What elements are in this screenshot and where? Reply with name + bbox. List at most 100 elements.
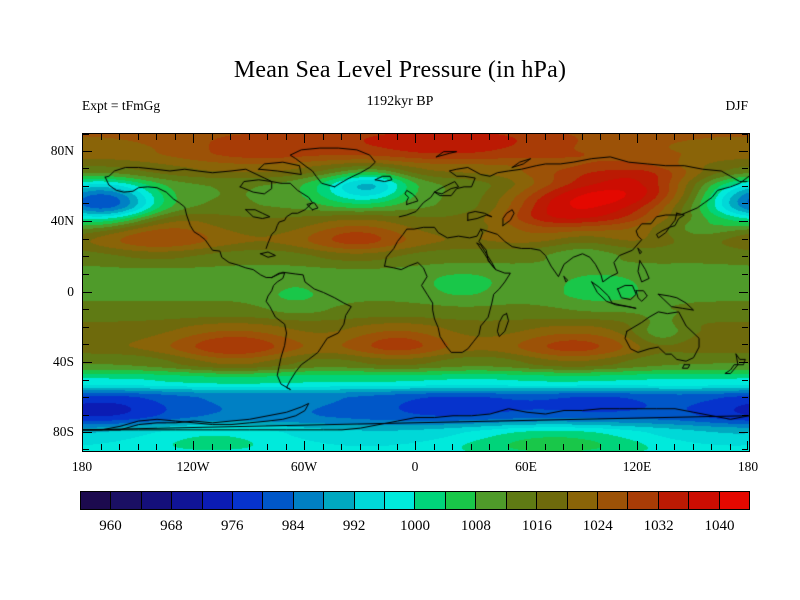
x-axis-tick [156, 444, 157, 450]
y-axis-tick [83, 238, 89, 240]
x-axis-tick [711, 134, 712, 140]
x-axis-tick [230, 134, 231, 140]
colorbar-bands [80, 491, 750, 510]
colorbar-band [445, 492, 477, 509]
x-axis-tick [600, 444, 601, 450]
x-axis-tick [692, 134, 694, 140]
colorbar-band [719, 492, 749, 509]
x-axis-tick [581, 444, 583, 450]
x-axis-tick [396, 134, 398, 140]
x-axis-tick [415, 134, 416, 143]
y-axis-tick [83, 291, 92, 293]
colorbar [80, 491, 750, 510]
x-axis-tick [637, 441, 638, 450]
x-axis-tick [248, 134, 250, 140]
y-axis-tick [83, 221, 92, 223]
y-axis-tick [739, 432, 748, 434]
x-axis-tick [137, 134, 139, 140]
x-axis-tick [637, 134, 638, 143]
page-title: Mean Sea Level Pressure (in hPa) [233, 57, 567, 83]
colorbar-band [324, 492, 355, 509]
x-axis-tick [729, 444, 731, 450]
x-axis-tick [359, 444, 361, 450]
x-axis-tick [267, 444, 268, 450]
colorbar-band [597, 492, 629, 509]
y-axis-tick [742, 309, 748, 311]
colorbar-tick-label: 968 [160, 518, 183, 534]
x-axis-label: 180 [737, 459, 759, 474]
x-axis-tick [470, 134, 472, 140]
x-axis-tick [526, 134, 527, 143]
x-axis-tick [470, 444, 472, 450]
colorbar-tick-label: 992 [342, 518, 366, 534]
x-axis-tick [489, 444, 490, 450]
x-axis-tick [267, 134, 268, 140]
x-axis-tick [193, 441, 194, 450]
colorbar-band [689, 492, 720, 509]
pressure-field-canvas [83, 134, 749, 451]
y-axis-tick [742, 397, 748, 399]
x-axis-tick [193, 134, 194, 143]
colorbar-band [111, 492, 142, 509]
colorbar-tick-label: 1000 [400, 518, 430, 534]
x-axis-tick [729, 134, 731, 140]
colorbar-band [658, 492, 690, 509]
y-axis-tick [83, 256, 89, 258]
x-axis-label: 120W [176, 459, 210, 474]
x-axis-tick [174, 134, 176, 140]
x-axis-tick [563, 134, 564, 140]
y-axis-tick [739, 291, 748, 293]
colorbar-band [81, 492, 112, 509]
colorbar-band [293, 492, 325, 509]
colorbar-band [354, 492, 386, 509]
colorbar-tick-label: 976 [221, 518, 244, 534]
x-axis-tick [359, 134, 361, 140]
x-axis-tick [544, 134, 546, 140]
colorbar-band [537, 492, 568, 509]
x-axis-label: 60W [290, 459, 318, 474]
x-axis-tick [563, 444, 564, 450]
x-axis-tick [396, 444, 398, 450]
y-axis-tick [742, 344, 748, 346]
colorbar-band [202, 492, 234, 509]
colorbar-band [172, 492, 203, 509]
x-axis-tick [304, 134, 305, 143]
x-axis-tick [137, 444, 139, 450]
y-axis-tick [83, 273, 89, 275]
colorbar-tick-label: 1024 [582, 518, 613, 534]
x-axis-tick [526, 441, 527, 450]
x-axis-tick [507, 444, 509, 450]
season-label: DJF [725, 98, 748, 113]
colorbar-tick-label: 1008 [460, 518, 491, 534]
y-axis-tick [83, 168, 89, 170]
x-axis-tick [82, 441, 83, 450]
y-axis-tick [742, 238, 748, 240]
x-axis-tick [452, 134, 453, 140]
x-axis-tick [655, 444, 657, 450]
colorbar-band [233, 492, 264, 509]
y-axis-tick [83, 134, 89, 135]
y-axis-tick [83, 361, 92, 363]
x-axis-tick [119, 134, 120, 140]
x-axis-tick [544, 444, 546, 450]
y-axis-tick [742, 414, 748, 416]
y-axis-tick [742, 273, 748, 275]
y-axis-tick [739, 221, 748, 223]
x-axis-tick [655, 134, 657, 140]
x-axis-tick [174, 444, 176, 450]
x-axis-tick [507, 134, 509, 140]
y-axis-tick [83, 203, 89, 205]
colorbar-tick-label: 1016 [521, 518, 552, 534]
colorbar-band [506, 492, 538, 509]
y-axis-tick [83, 432, 92, 434]
colorbar-band [263, 492, 294, 509]
x-axis-tick [322, 134, 324, 140]
colorbar-band [567, 492, 598, 509]
y-axis-label: 40S [52, 353, 74, 369]
y-axis-tick [742, 203, 748, 205]
y-axis-tick [742, 449, 748, 450]
y-axis-tick [83, 449, 89, 450]
x-axis-tick [618, 134, 620, 140]
x-axis-label: 60E [515, 459, 537, 474]
x-axis-tick [156, 134, 157, 140]
